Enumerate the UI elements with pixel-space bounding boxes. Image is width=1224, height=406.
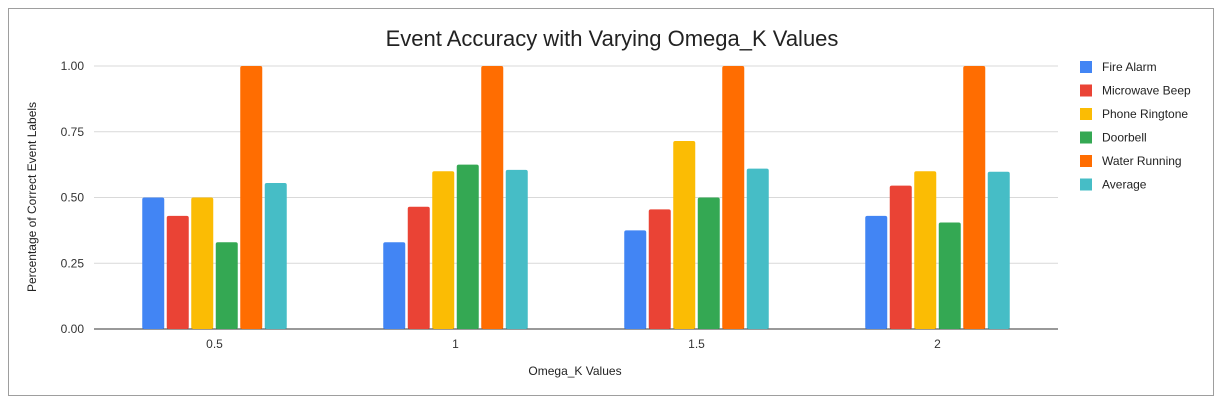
- bar-doorbell: [215, 242, 238, 329]
- bar-doorbell: [697, 197, 720, 329]
- x-tick-label: 1: [452, 337, 459, 351]
- bar-microwave-beep: [407, 206, 430, 329]
- x-axis-label: Omega_K Values: [528, 364, 621, 378]
- bar-phone-ringtone: [914, 171, 937, 329]
- bar-microwave-beep: [166, 215, 189, 329]
- bar-water-running: [963, 66, 986, 329]
- legend-label: Doorbell: [1102, 131, 1147, 145]
- x-tick-label: 2: [934, 337, 941, 351]
- legend-swatch: [1080, 61, 1092, 73]
- legend-swatch: [1080, 131, 1092, 144]
- legend-label: Microwave Beep: [1102, 84, 1191, 98]
- legend: Fire Alarm Microwave Beep Phone Ringtone Do…: [1080, 60, 1191, 192]
- legend-swatch: [1080, 155, 1092, 167]
- legend-label: Average: [1102, 178, 1147, 192]
- bar-phone-ringtone: [673, 140, 696, 329]
- y-tick-label: 0.25: [61, 256, 85, 270]
- bar-phone-ringtone: [191, 197, 214, 329]
- bar-fire-alarm: [865, 215, 888, 329]
- x-axis-ticks: 0.5 1 1.5 2: [206, 337, 941, 351]
- y-axis-ticks: 0.00 0.25 0.50 0.75 1.00: [61, 59, 85, 336]
- gridlines: [94, 65, 1058, 330]
- bar-doorbell: [456, 164, 479, 329]
- bar-fire-alarm: [624, 230, 647, 329]
- legend-label: Water Running: [1102, 154, 1182, 168]
- legend-swatch: [1080, 108, 1092, 120]
- y-tick-label: 0.75: [61, 125, 85, 139]
- legend-label: Fire Alarm: [1102, 60, 1157, 74]
- y-tick-label: 0.00: [61, 322, 85, 336]
- bar-average: [746, 168, 769, 329]
- chart-title: Event Accuracy with Varying Omega_K Valu…: [386, 26, 839, 51]
- bars: [142, 66, 1010, 329]
- bar-microwave-beep: [648, 209, 671, 329]
- y-tick-label: 0.50: [61, 191, 85, 205]
- bar-water-running: [481, 66, 504, 329]
- y-tick-label: 1.00: [61, 59, 85, 73]
- x-tick-label: 0.5: [206, 337, 223, 351]
- bar-microwave-beep: [889, 185, 912, 329]
- bar-average: [505, 169, 528, 329]
- bar-average: [987, 171, 1010, 329]
- legend-swatch: [1080, 178, 1092, 191]
- legend-label: Phone Ringtone: [1102, 107, 1188, 121]
- bar-water-running: [240, 66, 263, 329]
- bar-average: [264, 183, 287, 329]
- bar-water-running: [722, 66, 745, 329]
- y-axis-label: Percentage of Correct Event Labels: [25, 102, 39, 292]
- bar-phone-ringtone: [432, 171, 455, 329]
- legend-swatch: [1080, 84, 1092, 97]
- bar-doorbell: [938, 222, 961, 329]
- bar-fire-alarm: [383, 242, 406, 329]
- x-tick-label: 1.5: [688, 337, 705, 351]
- bar-fire-alarm: [142, 197, 165, 329]
